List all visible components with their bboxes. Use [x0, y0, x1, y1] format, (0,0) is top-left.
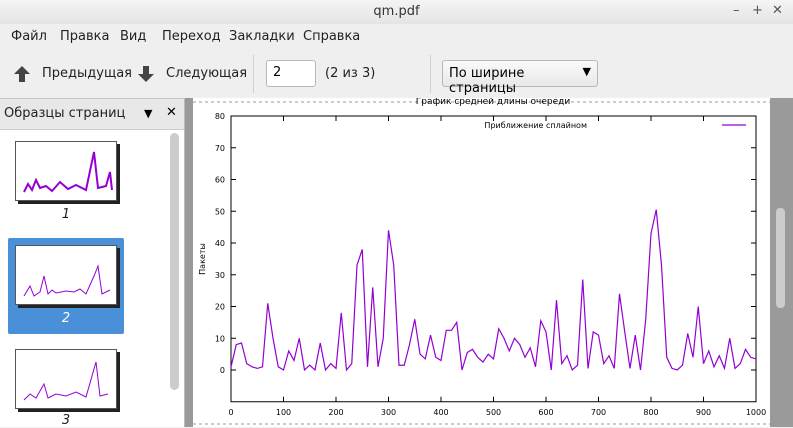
x-tick-label: 800 — [643, 408, 658, 417]
chart: График средней длины очереди Пакеты 0 10 2… — [193, 98, 785, 427]
menu-item[interactable]: Закладки — [229, 29, 295, 44]
x-tick-label: 500 — [486, 408, 501, 417]
thumbnail-label: 3 — [61, 413, 71, 428]
page-thumbnail[interactable] — [15, 349, 117, 409]
down-arrow-icon[interactable] — [136, 64, 156, 84]
zoom-label: По ширине страницы — [449, 66, 525, 96]
page-input[interactable]: 2 — [266, 60, 316, 87]
sidebar-title: Образцы страниц — [4, 106, 126, 121]
page-count: (2 из 3) — [325, 66, 376, 81]
maximize-button[interactable]: + — [752, 3, 763, 18]
chart-title: График средней длины очереди — [416, 98, 571, 107]
menu-item[interactable]: Правка — [60, 29, 110, 44]
y-tick-label: 30 — [215, 271, 225, 280]
document-view: График средней длины очереди Пакеты 0 10 2… — [185, 98, 793, 427]
sidebar-header — [0, 99, 184, 130]
menu-item[interactable]: Переход — [162, 29, 221, 44]
window-title: qm.pdf — [373, 4, 420, 19]
document-scrollbar[interactable] — [776, 208, 785, 308]
y-tick-label: 50 — [215, 207, 225, 216]
title-bar — [0, 0, 793, 24]
x-tick-label: 900 — [696, 408, 711, 417]
y-tick-label: 40 — [215, 239, 225, 248]
page — [193, 98, 770, 427]
toolbar — [0, 50, 793, 99]
legend-label: Приближение сплайном — [484, 121, 587, 130]
menu-bar — [0, 24, 793, 50]
series-line — [230, 209, 757, 372]
thumbnail-label: 1 — [61, 207, 71, 222]
dropdown-arrow: ▼ — [582, 65, 591, 78]
page-thumbnail[interactable] — [15, 245, 117, 305]
y-tick-label: 60 — [215, 176, 225, 185]
sidebar-close-button[interactable]: ✕ — [166, 105, 177, 120]
x-tick-label: 600 — [538, 408, 553, 417]
page-thumbnail[interactable] — [15, 141, 117, 201]
up-arrow-icon[interactable] — [12, 64, 32, 84]
y-tick-label: 80 — [215, 112, 225, 121]
x-tick-label: 400 — [433, 408, 448, 417]
y-tick-label: 70 — [215, 144, 225, 153]
y-axis-label: Пакеты — [198, 243, 207, 275]
close-button[interactable]: ✕ — [772, 3, 783, 18]
x-tick-label: 300 — [381, 408, 396, 417]
sidebar-menu-button[interactable]: ▼ — [144, 107, 153, 120]
separator — [430, 55, 431, 93]
prev-button[interactable]: Предыдущая — [42, 66, 132, 81]
menu-item[interactable]: Справка — [303, 29, 361, 44]
x-tick-label: 1000 — [746, 408, 766, 417]
thumbnail-label: 2 — [61, 311, 71, 326]
menu-item[interactable]: Вид — [120, 29, 147, 44]
x-tick-label: 100 — [276, 408, 291, 417]
separator — [253, 55, 254, 93]
minimize-button[interactable]: – — [733, 3, 740, 18]
x-tick-label: 700 — [591, 408, 606, 417]
sidebar-scrollbar[interactable] — [170, 133, 179, 390]
next-button[interactable]: Следующая — [166, 66, 248, 81]
y-tick-label: 10 — [215, 334, 225, 343]
zoom-dropdown[interactable]: По ширине страницы ▼ — [442, 60, 598, 96]
y-tick-label: 20 — [215, 303, 225, 312]
x-tick-label: 200 — [328, 408, 343, 417]
y-tick-label: 0 — [220, 366, 225, 375]
x-tick-label: 0 — [228, 408, 233, 417]
menu-item[interactable]: Файл — [11, 29, 47, 44]
